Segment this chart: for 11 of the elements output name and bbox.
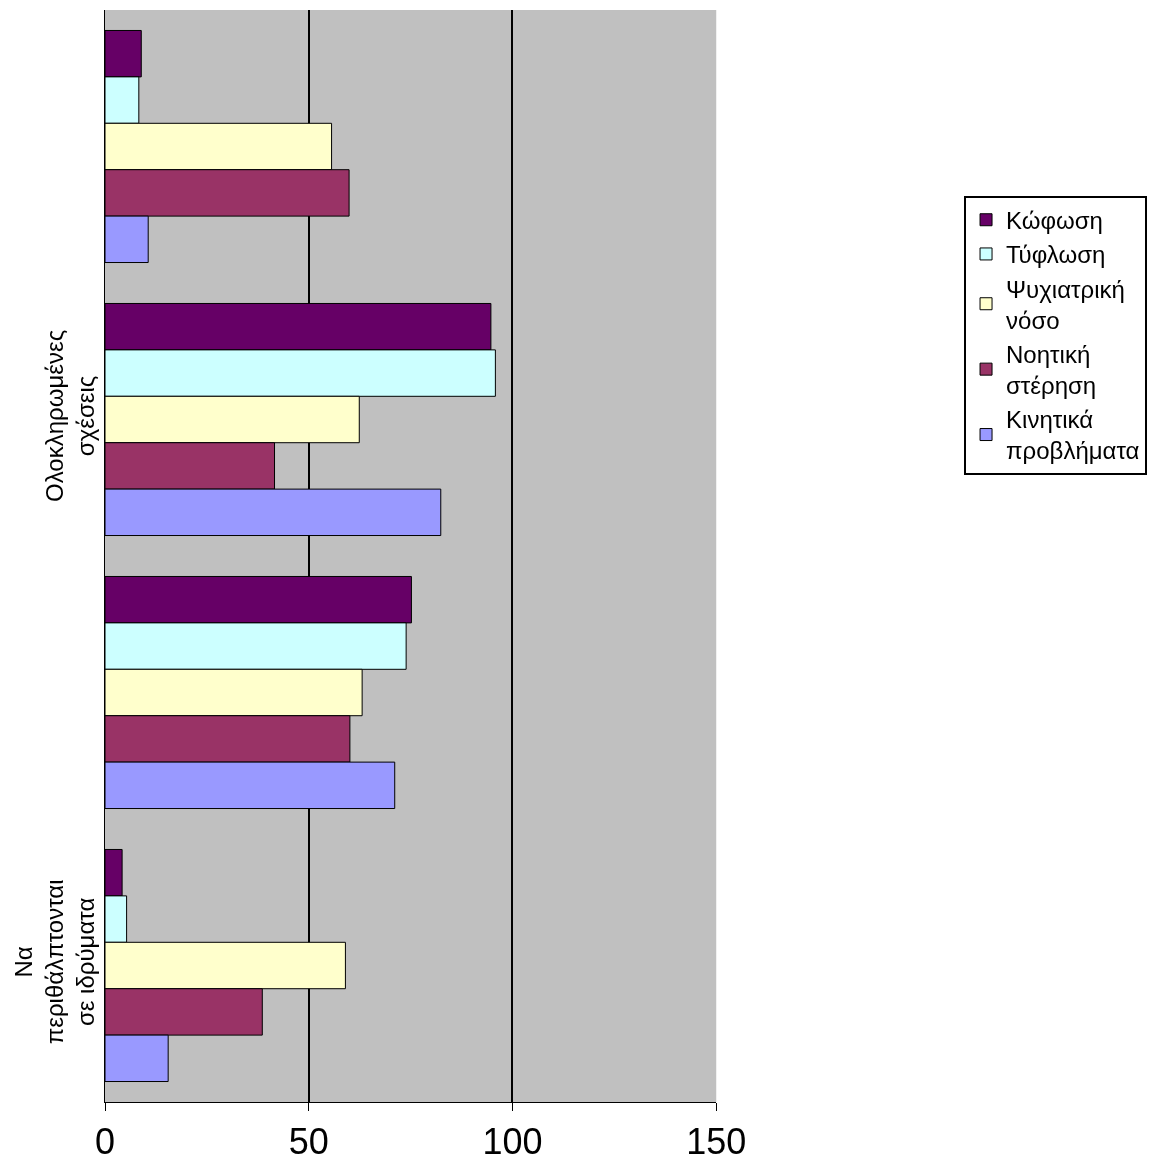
legend-label: Τύφλωση — [1006, 241, 1106, 269]
legend-label: Νοητική στέρηση — [1006, 340, 1097, 400]
y-tick-label: Ολοκληρωμένες σχέσεις — [41, 329, 100, 502]
legend-label: Κινητικά προβλήματα — [1006, 406, 1140, 465]
y-tick-label: Να περιθάλπτονται σε ιδρύματα — [10, 879, 100, 1045]
x-tick-label: 50 — [288, 1121, 329, 1163]
x-tick-label: 100 — [482, 1121, 543, 1163]
legend-label: Κώφωση — [1006, 207, 1103, 235]
x-tick-label: 150 — [686, 1121, 747, 1163]
legend-label: Ψυχιατρική νόσο — [1006, 275, 1125, 334]
x-tick-label: 0 — [94, 1121, 116, 1163]
